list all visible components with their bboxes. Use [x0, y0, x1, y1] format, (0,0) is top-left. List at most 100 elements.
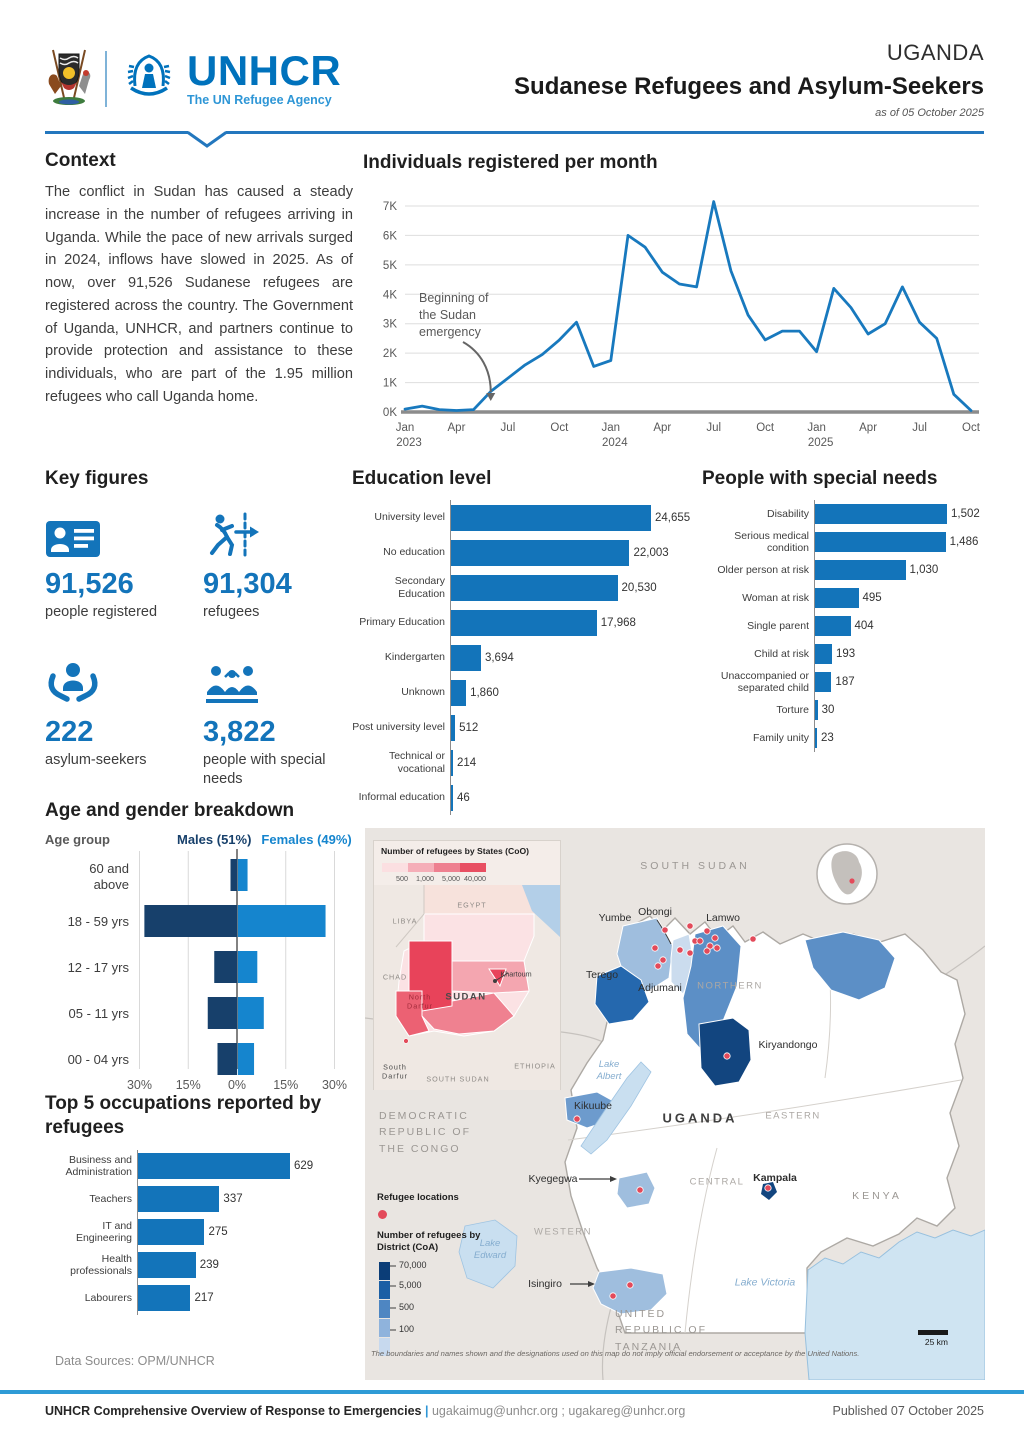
as-of-date: as of 05 October 2025 [875, 107, 984, 119]
bar [815, 560, 906, 580]
bar-value: 1,486 [949, 536, 979, 548]
bar-row: Disability 1,502 [702, 500, 992, 528]
svg-text:Apr: Apr [859, 422, 877, 434]
bar-category-label: Unknown [401, 686, 445, 699]
bar-row: Unaccompanied or separated child 187 [702, 668, 992, 696]
context-section: Context The conflict in Sudan has caused… [45, 150, 353, 409]
people-registered-label: people registered [45, 604, 158, 620]
special-needs-title: People with special needs [702, 468, 938, 489]
bar [451, 504, 651, 531]
svg-text:2K: 2K [383, 348, 397, 360]
bar-value: 239 [199, 1259, 219, 1271]
bar-row: Post university level 512 [352, 710, 704, 745]
svg-text:30%: 30% [322, 1078, 347, 1092]
id-card-icon [45, 508, 203, 560]
svg-text:7K: 7K [383, 201, 397, 213]
bar [138, 1153, 290, 1179]
refugee-location-legend-dot [378, 1210, 387, 1219]
svg-text:emergency: emergency [419, 325, 482, 339]
svg-text:05 - 11 yrs: 05 - 11 yrs [69, 1006, 130, 1021]
svg-text:1K: 1K [383, 378, 397, 390]
bar-value: 187 [835, 676, 855, 688]
data-sources: Data Sources: OPM/UNHCR [55, 1354, 215, 1368]
title-block: UGANDA Sudanese Refugees and Asylum-Seek… [514, 38, 984, 119]
svg-text:the Sudan: the Sudan [419, 308, 476, 322]
education-section: Education level University level 24,655 No… [352, 468, 704, 815]
asylum-seekers-value: 222 [45, 715, 94, 748]
bar-row: Labourers 217 [45, 1281, 365, 1315]
bar [815, 504, 947, 524]
svg-text:Apr: Apr [448, 422, 466, 434]
header: UNHCR The UN Refugee Agency UGANDA Sudan… [45, 38, 984, 119]
special-needs-label: people with special needs [203, 751, 326, 787]
bar-row: Torture 30 [702, 696, 992, 724]
central-region-label: CENTRAL [689, 1176, 745, 1188]
bar-category-label: Torture [776, 703, 809, 716]
monthly-line-chart-svg: 0K 1K 2K 3K 4K 5K 6K 7K Jan Apr Jul Oct Jan Apr Jul Oct… [383, 200, 981, 449]
footer-rule [0, 1390, 1024, 1394]
unhcr-logo: UNHCR The UN Refugee Agency [119, 46, 341, 111]
bar-category-label: Health professionals [70, 1252, 132, 1277]
inset-legend-title: Number of refugees by States (CoO) [381, 846, 530, 856]
bar-row: Unknown 1,860 [352, 675, 704, 710]
district-label-kiryandongo: Kiryandongo [758, 1039, 818, 1051]
inset-sudan-label: SUDAN [445, 991, 487, 1003]
map: Number of refugees by States (CoO) 500 1,… [365, 828, 985, 1380]
bar-row: Secondary Education 20,530 [352, 570, 704, 605]
svg-text:3K: 3K [383, 319, 397, 331]
asylum-seekers-label: asylum-seekers [45, 751, 147, 768]
footer-published: Published 07 October 2025 [832, 1404, 985, 1418]
sudan-inset: Number of refugees by States (CoO) 500 1,… [373, 840, 561, 1090]
bar-value: 629 [294, 1160, 314, 1172]
bar-category-label: Family unity [752, 731, 809, 744]
uganda-label: UGANDA [662, 1110, 738, 1126]
district-label-isingiro: Isingiro [528, 1278, 562, 1290]
lake-victoria-label: Lake Victoria [734, 1276, 796, 1289]
inset-south-sudan-label: SOUTH SUDAN [426, 1074, 490, 1084]
svg-text:0K: 0K [383, 407, 397, 419]
svg-text:12 - 17 yrs: 12 - 17 yrs [68, 960, 130, 975]
district-legend-tick-100: 100 [399, 1324, 415, 1334]
occupations-chart: Business and Administration 629 Teachers 33… [45, 1149, 365, 1315]
bar-value: 1,502 [951, 508, 980, 520]
inset-khartoum-label: Khartoum [500, 969, 532, 979]
bar-category-label: Secondary Education [394, 575, 445, 600]
bar-value: 20,530 [621, 581, 657, 594]
bar-value: 495 [862, 592, 882, 604]
bar-row: Kindergarten 3,694 [352, 640, 704, 675]
bar-value: 22,003 [633, 546, 669, 559]
bar-row: Family unity 23 [702, 724, 992, 752]
bar-row: Single parent 404 [702, 612, 992, 640]
svg-text:Jan: Jan [602, 422, 621, 434]
bar-category-label: Disability [766, 507, 809, 520]
district-legend-tick-500: 500 [399, 1302, 415, 1312]
svg-text:6K: 6K [383, 230, 397, 242]
bar-value: 217 [194, 1292, 214, 1304]
females-legend: Females (49%) [261, 832, 352, 847]
bar [138, 1186, 220, 1212]
unhcr-name: UNHCR [187, 47, 342, 95]
bar-category-label: Unaccompanied or separated child [720, 669, 809, 694]
key-figures-heading: Key figures [45, 468, 149, 489]
bar [815, 532, 946, 552]
special-needs-value: 3,822 [203, 715, 276, 748]
bar-row: Older person at risk 1,030 [702, 556, 992, 584]
logo-group: UNHCR The UN Refugee Agency [45, 38, 341, 119]
bar [138, 1285, 191, 1311]
svg-text:Oct: Oct [756, 422, 775, 434]
bar [815, 616, 851, 636]
bar-row: University level 24,655 [352, 500, 704, 535]
bar [815, 644, 832, 664]
country-label: UGANDA [886, 40, 984, 65]
header-rule-notch [185, 131, 229, 154]
age-gender-section: Age and gender breakdown Age group Males… [45, 800, 365, 1100]
bar-value: 512 [459, 721, 479, 734]
bar-row: Health professionals 239 [45, 1248, 365, 1282]
bar-row: Technical or vocational 214 [352, 745, 704, 780]
bar-row: Primary Education 17,968 [352, 605, 704, 640]
bar-value: 46 [457, 791, 470, 804]
svg-text:15%: 15% [273, 1078, 298, 1092]
bar-value: 24,655 [655, 511, 691, 524]
logo-divider [105, 50, 107, 107]
